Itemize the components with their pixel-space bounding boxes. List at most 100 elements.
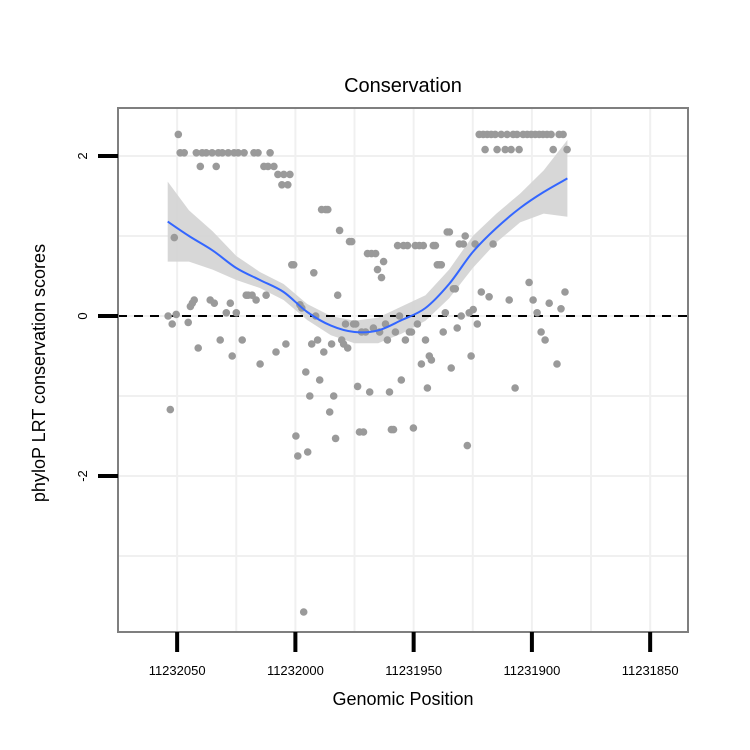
data-point bbox=[477, 288, 486, 296]
data-point bbox=[459, 240, 468, 248]
data-point bbox=[537, 328, 545, 336]
data-point bbox=[238, 336, 246, 344]
data-point bbox=[423, 384, 432, 392]
data-point bbox=[324, 205, 332, 214]
data-point bbox=[333, 291, 342, 300]
data-point bbox=[501, 145, 510, 154]
x-tick-label: 11231950 bbox=[385, 663, 442, 678]
data-point bbox=[393, 241, 402, 250]
data-point bbox=[419, 241, 428, 250]
data-point bbox=[461, 232, 470, 240]
data-point bbox=[306, 392, 314, 400]
data-point bbox=[427, 356, 436, 364]
data-point bbox=[329, 392, 338, 400]
x-axis-ticks: 11232050 11232000 11231950 11231900 11231850 bbox=[149, 632, 679, 678]
data-point bbox=[421, 336, 430, 344]
data-point bbox=[224, 149, 232, 157]
data-point bbox=[467, 352, 475, 360]
data-point bbox=[525, 278, 533, 287]
data-point bbox=[547, 130, 555, 139]
data-point bbox=[194, 344, 202, 352]
y-tick-label: 2 bbox=[75, 152, 90, 159]
data-point bbox=[313, 336, 322, 344]
y-axis-ticks: 2 0 -2 bbox=[75, 152, 118, 482]
data-point bbox=[172, 310, 180, 319]
x-tick-label: 11231900 bbox=[503, 663, 560, 678]
data-point bbox=[505, 296, 513, 304]
data-point bbox=[192, 149, 201, 157]
data-point bbox=[174, 130, 183, 139]
x-tick-label: 11232050 bbox=[149, 663, 206, 678]
data-point bbox=[292, 432, 300, 440]
data-point bbox=[299, 608, 308, 616]
data-point bbox=[270, 162, 278, 171]
data-point bbox=[463, 441, 472, 450]
data-point bbox=[254, 149, 262, 157]
data-point bbox=[284, 181, 292, 189]
data-point bbox=[170, 233, 179, 242]
data-point bbox=[453, 324, 462, 332]
data-point bbox=[441, 309, 450, 317]
smooth-line bbox=[167, 177, 568, 334]
data-point bbox=[529, 296, 537, 304]
chart-title: Conservation bbox=[344, 75, 462, 97]
data-point bbox=[485, 293, 493, 301]
data-point bbox=[553, 360, 561, 368]
data-point bbox=[325, 408, 334, 416]
data-point bbox=[180, 149, 188, 157]
data-point bbox=[240, 149, 248, 157]
data-point bbox=[513, 130, 521, 139]
data-point bbox=[208, 149, 216, 157]
data-point bbox=[545, 299, 553, 308]
data-point bbox=[451, 285, 460, 293]
data-point bbox=[282, 340, 290, 348]
data-point bbox=[507, 145, 515, 154]
panel-border bbox=[117, 107, 689, 633]
data-point bbox=[437, 261, 446, 269]
data-point bbox=[377, 273, 386, 282]
data-point bbox=[264, 162, 272, 171]
data-point bbox=[226, 299, 235, 308]
data-point bbox=[307, 340, 316, 348]
data-point bbox=[391, 328, 400, 336]
data-point bbox=[359, 428, 368, 436]
data-point bbox=[335, 226, 344, 235]
data-point bbox=[196, 162, 205, 171]
data-point bbox=[310, 269, 318, 277]
data-point bbox=[373, 265, 382, 274]
data-point bbox=[168, 320, 176, 328]
data-point bbox=[166, 405, 175, 414]
data-point bbox=[413, 320, 422, 328]
data-point bbox=[347, 237, 356, 246]
data-point bbox=[190, 296, 198, 304]
data-point bbox=[252, 296, 260, 304]
data-point bbox=[289, 261, 298, 269]
data-point bbox=[541, 336, 549, 344]
data-point bbox=[473, 320, 482, 328]
data-point bbox=[379, 257, 388, 266]
data-point bbox=[401, 336, 410, 344]
data-point bbox=[511, 384, 519, 392]
data-point bbox=[469, 305, 478, 314]
data-point bbox=[202, 149, 210, 157]
y-axis-label: phyloP LRT conservation scores bbox=[29, 244, 49, 502]
x-tick-label: 11231850 bbox=[622, 663, 679, 678]
data-point bbox=[389, 425, 398, 434]
data-point bbox=[447, 364, 456, 372]
data-point bbox=[365, 388, 374, 396]
data-point bbox=[369, 324, 378, 332]
data-point bbox=[212, 162, 220, 171]
confidence-band bbox=[167, 140, 568, 344]
data-point bbox=[274, 170, 282, 179]
data-point bbox=[383, 336, 392, 344]
data-point bbox=[559, 130, 567, 139]
grid bbox=[118, 108, 688, 632]
data-point bbox=[533, 309, 541, 317]
data-point bbox=[343, 344, 352, 352]
data-point bbox=[409, 424, 418, 432]
data-point bbox=[439, 328, 448, 336]
data-point bbox=[331, 434, 340, 443]
data-point bbox=[385, 388, 394, 396]
data-point bbox=[341, 320, 350, 328]
